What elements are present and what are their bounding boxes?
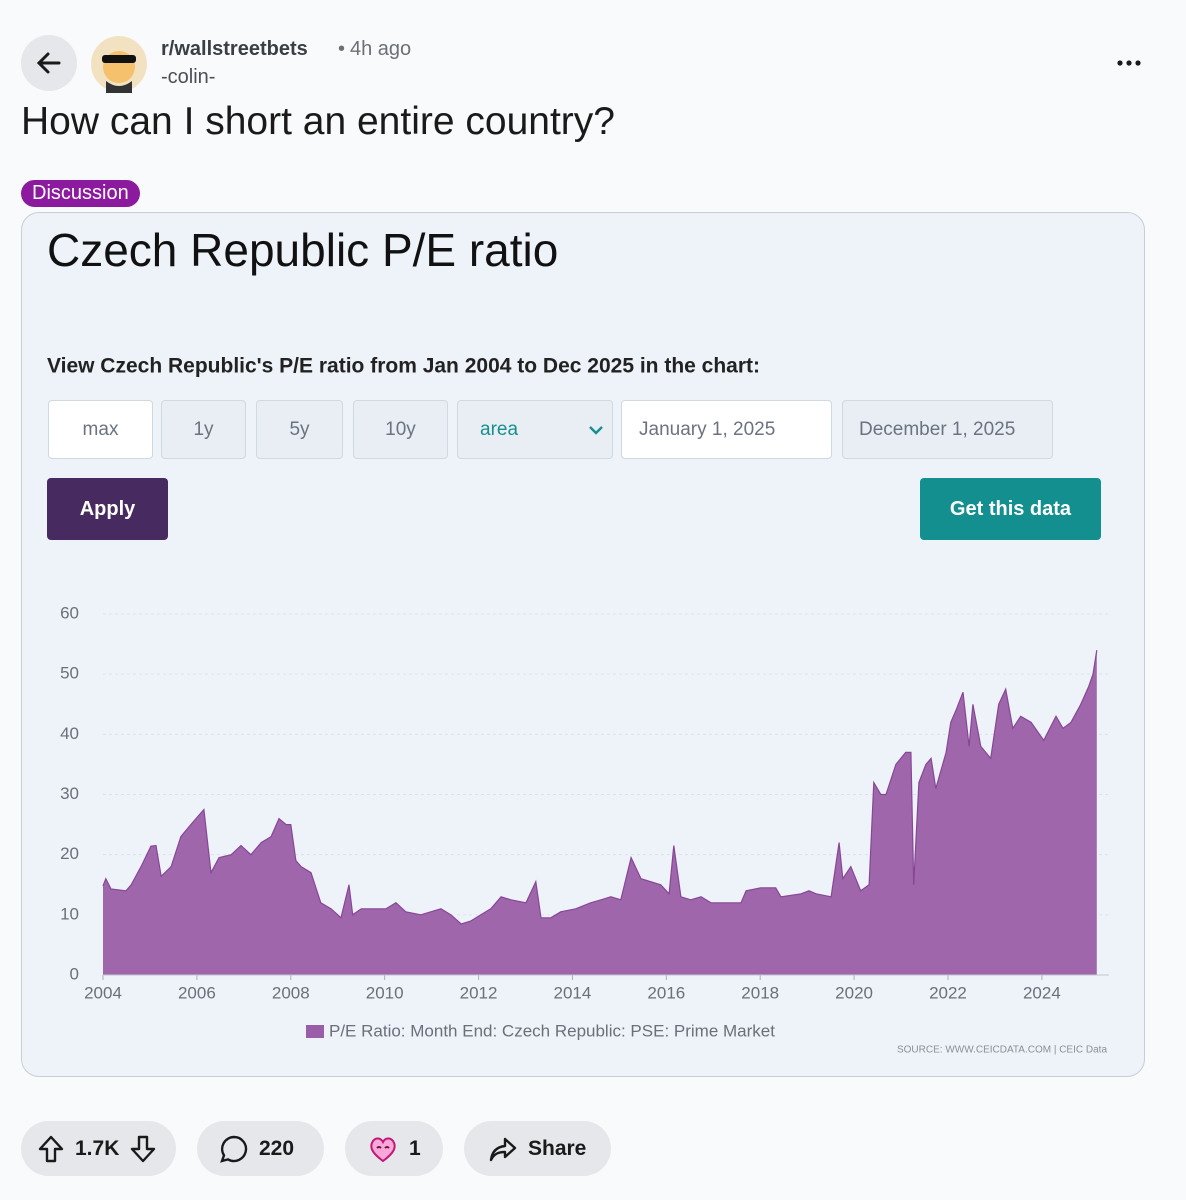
x-tick-label: 2008 xyxy=(272,983,310,1002)
x-tick-label: 2020 xyxy=(835,983,873,1002)
comments-button[interactable]: 220 xyxy=(197,1121,324,1176)
comment-count: 220 xyxy=(259,1136,295,1160)
range-button[interactable]: max xyxy=(48,400,153,459)
chart: Czech Republic P/E ratio View Czech Repu… xyxy=(47,224,1109,1056)
vote-bar: 1.7K xyxy=(21,1121,176,1176)
get-data-button[interactable]: Get this data xyxy=(920,478,1101,540)
chevron xyxy=(589,425,603,435)
x-tick-label: 2006 xyxy=(178,983,216,1002)
more-button[interactable] xyxy=(1116,55,1146,71)
back-icon xyxy=(36,52,61,74)
x-tick-label: 2016 xyxy=(647,983,685,1002)
flair[interactable]: Discussion xyxy=(21,180,140,207)
share-label: Share xyxy=(528,1136,587,1160)
legend-swatch xyxy=(306,1025,324,1038)
range-button[interactable]: 5y xyxy=(256,400,343,459)
x-tick-label: 2018 xyxy=(741,983,779,1002)
y-tick-label: 0 xyxy=(70,964,79,983)
separator: • xyxy=(338,38,346,60)
range-button[interactable]: 10y xyxy=(353,400,448,459)
award-icon xyxy=(370,1137,396,1162)
legend-label: P/E Ratio: Month End: Czech Republic: PS… xyxy=(329,1021,775,1040)
x-tick-label: 2022 xyxy=(929,983,967,1002)
area-fill xyxy=(103,650,1097,975)
range-button[interactable]: 1y xyxy=(161,400,246,459)
post-time: 4h ago xyxy=(350,38,412,60)
apply-button[interactable]: Apply xyxy=(47,478,168,540)
x-tick-label: 2014 xyxy=(554,983,592,1002)
author[interactable]: -colin- xyxy=(161,66,216,88)
x-tick-label: 2012 xyxy=(460,983,498,1002)
downvote[interactable] xyxy=(129,1134,157,1164)
avatar[interactable] xyxy=(90,35,148,93)
x-tick-label: 2024 xyxy=(1023,983,1061,1002)
y-tick-label: 30 xyxy=(60,784,79,803)
vote-count: 1.7K xyxy=(75,1136,120,1160)
post-title: How can I short an entire country? xyxy=(21,100,615,143)
start-date[interactable]: January 1, 2025 xyxy=(621,400,832,459)
award-button[interactable]: 1 xyxy=(345,1121,443,1176)
upvote[interactable] xyxy=(37,1134,65,1164)
share-icon xyxy=(489,1137,517,1161)
y-tick-label: 40 xyxy=(60,724,79,743)
end-date[interactable]: December 1, 2025 xyxy=(842,400,1053,459)
chart-type: area xyxy=(480,418,519,440)
x-tick-label: 2010 xyxy=(366,983,404,1002)
share-button[interactable]: Share xyxy=(464,1121,611,1176)
y-tick-label: 60 xyxy=(60,603,79,622)
award-count: 1 xyxy=(409,1136,421,1160)
chart-subtitle: View Czech Republic's P/E ratio from Jan… xyxy=(47,355,760,378)
chart-title: Czech Republic P/E ratio xyxy=(47,224,558,276)
comment-icon xyxy=(220,1135,248,1163)
y-tick-label: 50 xyxy=(60,664,79,683)
subreddit[interactable]: r/wallstreetbets xyxy=(161,38,308,60)
chart-type-select[interactable]: area xyxy=(457,400,613,459)
source: SOURCE: WWW.CEICDATA.COM | CEIC Data xyxy=(897,1045,1107,1056)
back-button[interactable] xyxy=(21,35,77,91)
y-tick-label: 20 xyxy=(60,844,79,863)
x-tick-label: 2004 xyxy=(84,983,122,1002)
post-image: Czech Republic P/E ratio View Czech Repu… xyxy=(21,212,1145,1077)
area-line xyxy=(102,650,1098,925)
y-tick-label: 10 xyxy=(60,904,79,923)
